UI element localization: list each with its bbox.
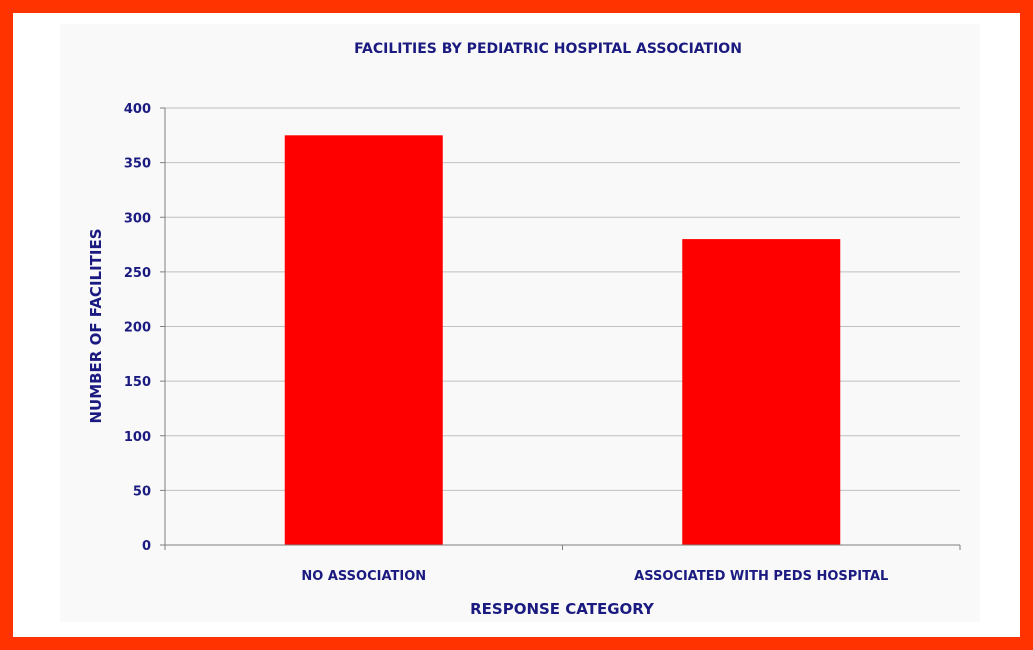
x-tick-label: NO ASSOCIATION	[301, 569, 426, 584]
bar	[284, 135, 443, 545]
y-tick-label: 50	[133, 484, 151, 499]
gridlines	[165, 107, 960, 491]
bars	[284, 135, 841, 545]
x-axis-label: RESPONSE CATEGORY	[470, 600, 655, 618]
x-tick-label: ASSOCIATED WITH PEDS HOSPITAL	[634, 569, 888, 584]
axes	[160, 107, 961, 550]
tick-labels: 0 50 100 150 200 250 300 350 400 NO ASSOCIATION AS…	[124, 102, 888, 584]
y-tick-label: 350	[124, 157, 151, 172]
y-tick-label: 300	[124, 211, 151, 226]
y-axis-label: NUMBER OF FACILITIES	[87, 228, 105, 423]
y-tick-label: 200	[124, 321, 151, 336]
y-tick-label: 250	[124, 266, 151, 281]
y-tick-label: 0	[142, 539, 151, 554]
y-tick-label: 100	[124, 430, 151, 445]
bar	[682, 239, 841, 545]
y-tick-label: 400	[124, 102, 151, 117]
chart-title: FACILITIES BY PEDIATRIC HOSPITAL ASSOCIA…	[354, 41, 742, 57]
y-tick-label: 150	[124, 375, 151, 390]
